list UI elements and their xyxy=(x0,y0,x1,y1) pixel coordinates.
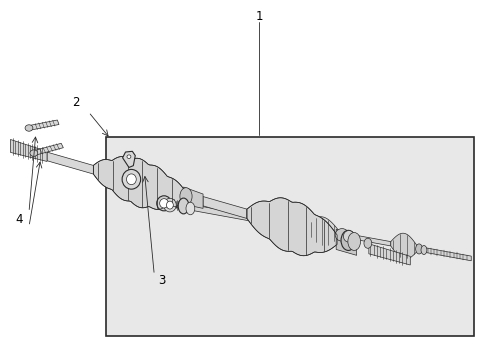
Polygon shape xyxy=(335,229,356,255)
Polygon shape xyxy=(33,143,63,155)
Ellipse shape xyxy=(340,230,355,251)
Ellipse shape xyxy=(343,230,354,242)
Ellipse shape xyxy=(126,174,136,185)
Polygon shape xyxy=(368,244,409,265)
Polygon shape xyxy=(173,201,315,233)
Ellipse shape xyxy=(180,188,192,205)
Ellipse shape xyxy=(166,201,173,209)
Ellipse shape xyxy=(363,238,371,248)
Ellipse shape xyxy=(30,150,38,156)
Polygon shape xyxy=(422,247,470,261)
Polygon shape xyxy=(305,217,339,246)
Polygon shape xyxy=(93,157,185,210)
Text: 2: 2 xyxy=(72,96,80,109)
Text: 4: 4 xyxy=(16,213,23,226)
Polygon shape xyxy=(351,234,390,246)
Polygon shape xyxy=(183,187,203,208)
Polygon shape xyxy=(390,233,417,259)
Bar xyxy=(105,137,473,336)
Ellipse shape xyxy=(159,199,168,208)
Ellipse shape xyxy=(122,170,141,189)
Text: 1: 1 xyxy=(255,10,263,23)
Ellipse shape xyxy=(25,125,33,131)
Polygon shape xyxy=(28,120,59,130)
Ellipse shape xyxy=(157,196,171,211)
Ellipse shape xyxy=(415,244,422,254)
Ellipse shape xyxy=(347,233,360,251)
Ellipse shape xyxy=(185,202,194,215)
Text: 3: 3 xyxy=(158,274,165,287)
Polygon shape xyxy=(10,139,47,161)
Polygon shape xyxy=(47,152,93,174)
Polygon shape xyxy=(122,151,135,167)
Ellipse shape xyxy=(334,229,348,241)
Ellipse shape xyxy=(163,198,176,212)
Ellipse shape xyxy=(178,198,188,214)
Polygon shape xyxy=(246,198,336,256)
Ellipse shape xyxy=(420,246,426,255)
Polygon shape xyxy=(203,197,246,219)
Ellipse shape xyxy=(127,155,131,158)
